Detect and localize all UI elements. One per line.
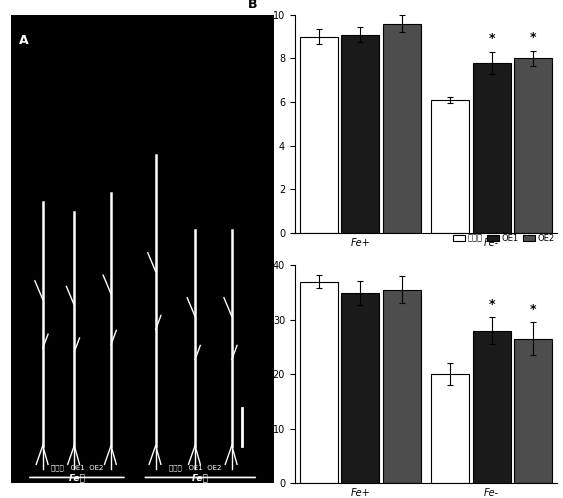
Text: Fe－: Fe－ [192, 473, 209, 482]
Text: *: * [489, 297, 495, 311]
Bar [300, 37, 338, 233]
Text: B: B [248, 0, 257, 10]
Bar [300, 282, 338, 483]
Bar [383, 290, 421, 483]
Text: 野生型   OE1  OE2: 野生型 OE1 OE2 [51, 465, 103, 471]
Text: C: C [248, 248, 257, 261]
Bar [473, 63, 511, 233]
Y-axis label: 叶绿素含量（SPAD）: 叶绿素含量（SPAD） [261, 344, 270, 405]
Bar [473, 331, 511, 483]
Text: *: * [530, 303, 536, 316]
Bar [342, 292, 379, 483]
Legend: 野生型, OE1, OE2: 野生型, OE1, OE2 [449, 230, 558, 246]
Text: Fe＋: Fe＋ [69, 473, 86, 482]
Text: *: * [489, 32, 495, 45]
Text: 野生型   OE1  OE2: 野生型 OE1 OE2 [169, 465, 221, 471]
Bar [514, 58, 552, 233]
Bar [431, 374, 470, 483]
Bar [514, 339, 552, 483]
Bar [383, 23, 421, 233]
Text: A: A [19, 34, 29, 47]
Text: *: * [530, 31, 536, 44]
Y-axis label: 秧苗高度（厘米）: 秧苗高度（厘米） [261, 102, 270, 145]
Bar [342, 34, 379, 233]
Bar [431, 100, 470, 233]
